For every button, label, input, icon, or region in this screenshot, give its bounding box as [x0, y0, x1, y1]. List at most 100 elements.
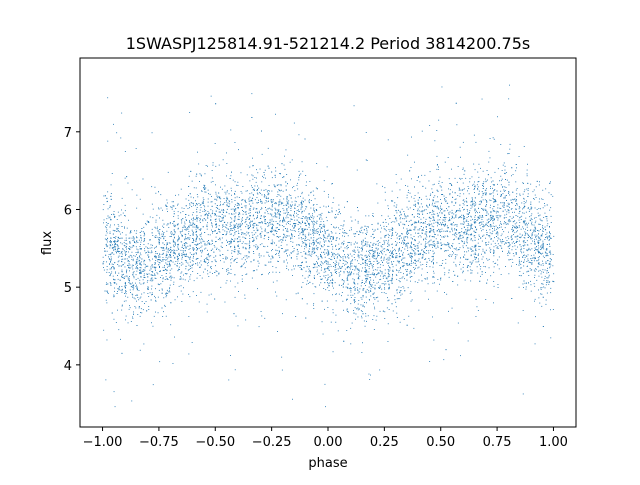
data-point: [350, 303, 352, 305]
data-point: [192, 234, 194, 236]
data-point: [437, 245, 439, 247]
data-point: [395, 218, 397, 220]
data-point: [314, 247, 316, 249]
data-point: [362, 262, 364, 264]
data-point: [368, 268, 370, 270]
data-point: [443, 237, 445, 238]
data-point: [195, 200, 196, 202]
data-point: [494, 201, 496, 203]
data-point: [156, 214, 158, 216]
data-point: [120, 242, 122, 244]
data-point: [380, 250, 382, 252]
data-point: [392, 275, 393, 277]
data-point: [449, 231, 451, 233]
data-point: [384, 318, 386, 319]
data-point: [519, 194, 521, 196]
data-point: [531, 262, 533, 264]
data-point: [295, 197, 297, 199]
data-point: [147, 288, 149, 290]
data-point: [296, 256, 298, 258]
data-point: [366, 243, 368, 245]
data-point: [456, 249, 458, 251]
data-point: [402, 241, 404, 243]
data-point: [121, 289, 123, 291]
data-point: [193, 197, 194, 199]
data-point: [133, 297, 135, 299]
data-point: [471, 261, 473, 263]
data-point: [314, 198, 316, 200]
data-point: [494, 230, 496, 231]
data-point: [168, 227, 170, 228]
data-point: [225, 258, 227, 260]
data-point: [548, 239, 550, 240]
data-point: [117, 230, 119, 231]
data-point: [417, 247, 419, 249]
data-point: [358, 278, 360, 280]
data-point: [385, 230, 387, 232]
data-point: [275, 221, 277, 222]
data-point: [228, 206, 229, 208]
data-point: [406, 245, 408, 247]
data-point: [494, 226, 495, 228]
data-point: [518, 259, 520, 261]
data-point: [369, 379, 371, 380]
data-point: [219, 254, 221, 256]
data-point: [327, 262, 329, 264]
data-point: [535, 236, 537, 237]
data-point: [283, 260, 285, 262]
data-point: [152, 275, 154, 276]
data-point: [374, 306, 375, 308]
data-point: [182, 263, 184, 265]
data-point: [518, 226, 520, 228]
data-point: [231, 228, 233, 229]
data-point: [375, 244, 377, 246]
data-point: [183, 254, 185, 256]
data-point: [135, 285, 137, 287]
data-point: [361, 315, 362, 317]
data-point: [449, 247, 451, 249]
data-point: [360, 254, 362, 256]
data-point: [478, 234, 480, 236]
data-point: [343, 250, 344, 252]
data-point: [264, 230, 266, 231]
data-point: [305, 223, 307, 224]
data-point: [140, 254, 142, 256]
data-point: [286, 209, 288, 211]
data-point: [377, 243, 379, 245]
data-point: [249, 246, 250, 248]
data-point: [309, 255, 311, 256]
data-point: [523, 287, 524, 288]
data-point: [324, 237, 326, 239]
data-point: [260, 232, 262, 234]
data-point: [524, 223, 526, 225]
data-point: [432, 266, 434, 268]
data-point: [541, 198, 543, 200]
data-point: [543, 217, 545, 218]
data-point: [466, 209, 468, 210]
data-point: [209, 271, 211, 273]
data-point: [395, 231, 397, 233]
data-point: [223, 198, 225, 199]
data-point: [107, 200, 108, 202]
data-point: [534, 250, 535, 251]
data-point: [298, 244, 300, 246]
data-point: [152, 208, 154, 210]
data-point: [414, 221, 416, 223]
data-point: [118, 215, 120, 217]
data-point: [212, 226, 213, 228]
data-point: [494, 189, 496, 190]
data-point: [526, 175, 528, 177]
data-point: [475, 261, 477, 263]
data-point: [374, 237, 375, 238]
data-point: [305, 261, 307, 263]
data-point: [165, 253, 167, 255]
data-point: [294, 212, 295, 214]
data-point: [433, 231, 435, 233]
data-point: [427, 283, 429, 285]
data-point: [399, 321, 401, 323]
data-point: [488, 258, 490, 260]
data-point: [118, 272, 120, 274]
data-point: [396, 210, 398, 212]
data-point: [127, 296, 129, 298]
data-point: [342, 263, 344, 264]
